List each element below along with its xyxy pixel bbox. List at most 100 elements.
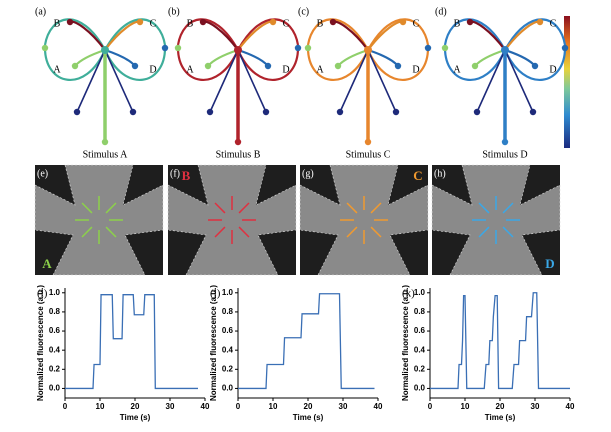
flow-arrow <box>81 202 93 214</box>
node <box>262 108 270 116</box>
node <box>71 62 79 70</box>
x-tick-label: 10 <box>461 402 470 411</box>
flow-arrow <box>238 202 250 214</box>
data-line <box>238 293 375 390</box>
y-tick-label: 0.2 <box>414 364 426 373</box>
x-axis-label: Time (s) <box>120 413 151 422</box>
x-tick-label: 40 <box>566 402 575 411</box>
panel-label: (c) <box>298 6 309 17</box>
stimulus-letter: D <box>545 256 554 271</box>
node <box>204 62 212 70</box>
channel <box>367 49 397 113</box>
node <box>561 44 569 52</box>
node <box>206 108 214 116</box>
node <box>129 108 137 116</box>
flow-arrow <box>370 202 382 214</box>
y-tick-label: 0.6 <box>414 326 426 335</box>
y-axis-label: Normalized fluorescence (a.u.) <box>209 285 218 401</box>
data-line <box>65 294 198 390</box>
channel <box>443 18 506 51</box>
node <box>424 44 432 52</box>
node-label: A <box>316 64 324 75</box>
stimulus-letter: A <box>42 256 52 271</box>
y-tick-label: 0.6 <box>222 326 234 335</box>
node <box>529 108 537 116</box>
node-label: A <box>453 64 461 75</box>
node <box>304 44 312 52</box>
flow-arrow <box>214 226 226 238</box>
node-label: B <box>187 18 194 29</box>
hub <box>101 46 109 54</box>
stimulus-letter: C <box>413 168 422 183</box>
channel <box>104 18 167 51</box>
flow-arrow <box>478 202 490 214</box>
node-label: C <box>283 18 290 29</box>
channel <box>306 47 370 81</box>
y-axis-label: Normalized fluorescence (a.u.) <box>401 285 410 401</box>
data-line <box>430 292 570 390</box>
channel <box>43 47 107 81</box>
y-tick-label: 1.0 <box>414 288 426 297</box>
chart-title: (i) <box>37 288 48 300</box>
node <box>294 44 302 52</box>
node <box>441 44 449 52</box>
x-axis-label: Time (s) <box>293 413 324 422</box>
channel <box>237 49 267 113</box>
x-tick-label: 20 <box>304 402 313 411</box>
panel-label: (e) <box>37 168 48 179</box>
panel-label: (d) <box>435 6 447 17</box>
channel-region <box>299 164 429 276</box>
x-tick-label: 20 <box>131 402 140 411</box>
node <box>136 18 144 26</box>
hub <box>234 46 242 54</box>
node <box>466 18 474 26</box>
channel <box>103 47 167 81</box>
flow-arrow <box>502 226 514 238</box>
node <box>234 138 242 146</box>
channel-region <box>34 164 164 276</box>
node <box>336 108 344 116</box>
channel-region <box>431 164 561 276</box>
node <box>473 108 481 116</box>
node-label: D <box>412 64 419 75</box>
channel <box>176 18 239 51</box>
y-tick-label: 0.4 <box>222 345 234 354</box>
x-tick-label: 0 <box>236 402 241 411</box>
node <box>471 62 479 70</box>
flow-arrow <box>346 202 358 214</box>
flow-arrow <box>370 226 382 238</box>
flow-arrow <box>346 226 358 238</box>
y-axis-label: Normalized fluorescence (a.u.) <box>36 285 45 401</box>
channel <box>366 47 430 81</box>
channel-region <box>167 164 297 276</box>
node <box>41 44 49 52</box>
channel <box>236 47 300 81</box>
x-tick-label: 40 <box>201 402 210 411</box>
x-tick-label: 40 <box>374 402 383 411</box>
y-tick-label: 0.0 <box>49 384 61 393</box>
node <box>399 18 407 26</box>
node <box>394 62 402 70</box>
channel <box>339 49 369 113</box>
chart-title: (j) <box>210 288 221 300</box>
flow-arrow <box>105 226 117 238</box>
x-tick-label: 0 <box>63 402 68 411</box>
node <box>73 108 81 116</box>
panel-label: (b) <box>168 6 180 17</box>
y-tick-label: 0.4 <box>49 345 61 354</box>
x-tick-label: 30 <box>166 402 175 411</box>
y-tick-label: 0.8 <box>222 307 234 316</box>
node <box>334 62 342 70</box>
flow-arrow <box>478 226 490 238</box>
node <box>131 62 139 70</box>
x-tick-label: 10 <box>269 402 278 411</box>
stimulus-label: Stimulus C <box>346 149 391 160</box>
node-label: B <box>54 18 61 29</box>
panel-label: (f) <box>170 168 180 179</box>
node <box>199 18 207 26</box>
panel-label: (h) <box>434 168 446 179</box>
y-tick-label: 0.8 <box>49 307 61 316</box>
stimulus-label: Stimulus D <box>482 149 527 160</box>
